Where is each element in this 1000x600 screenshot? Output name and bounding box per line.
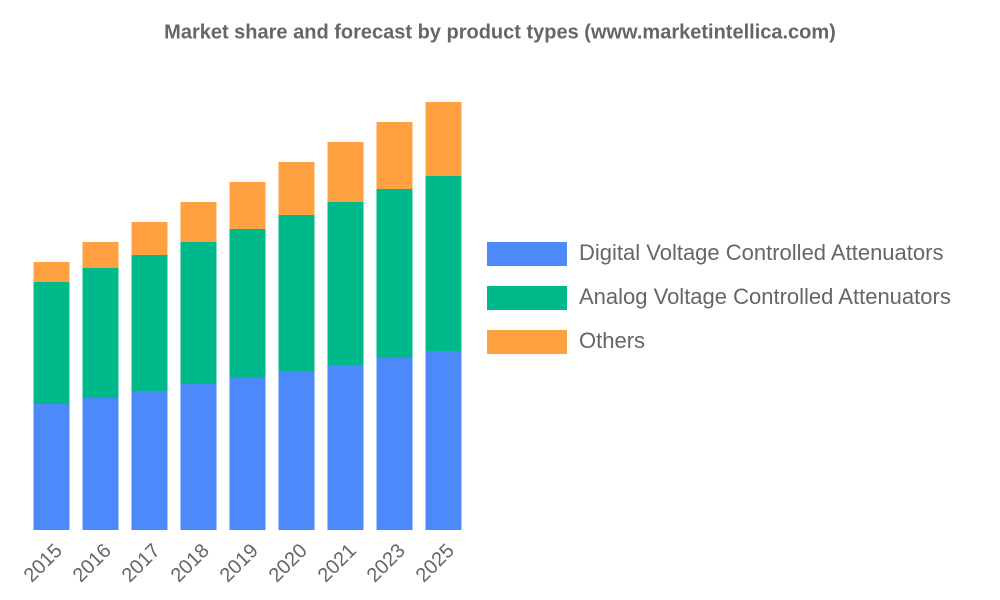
x-tick-label: 2019 bbox=[216, 540, 263, 587]
legend-swatch bbox=[487, 286, 567, 310]
bar-segment bbox=[425, 351, 462, 530]
bar-segment bbox=[82, 268, 119, 398]
bar-segment bbox=[82, 242, 119, 268]
legend-label: Analog Voltage Controlled Attenuators bbox=[579, 284, 951, 309]
bar-segment bbox=[131, 222, 168, 255]
legend-swatch bbox=[487, 330, 567, 354]
x-tick-label: 2025 bbox=[412, 540, 459, 587]
bar-segment bbox=[180, 384, 217, 530]
bar-segment bbox=[180, 242, 217, 384]
bar-segment bbox=[33, 282, 70, 404]
bar-segment bbox=[278, 215, 315, 371]
x-tick-label: 2015 bbox=[20, 540, 67, 587]
x-tick-label: 2016 bbox=[69, 540, 116, 587]
bar-segment bbox=[33, 262, 70, 282]
bar-segment bbox=[131, 255, 168, 391]
bar-segment bbox=[180, 202, 217, 242]
bar-segment bbox=[229, 229, 266, 378]
legend-label: Digital Voltage Controlled Attenuators bbox=[579, 240, 943, 265]
bar-segment bbox=[229, 182, 266, 229]
x-tick-label: 2021 bbox=[314, 540, 361, 587]
bar-segment bbox=[82, 398, 119, 530]
bar-segment bbox=[33, 404, 70, 530]
bar-segment bbox=[278, 371, 315, 530]
bar-segment bbox=[376, 122, 413, 189]
legend-swatch bbox=[487, 242, 567, 266]
x-tick-label: 2023 bbox=[363, 540, 410, 587]
bar-segment bbox=[376, 358, 413, 530]
bar-segment bbox=[425, 102, 462, 176]
bar-segment bbox=[278, 162, 315, 215]
bar-segment bbox=[327, 142, 364, 202]
x-tick-label: 2018 bbox=[167, 540, 214, 587]
bar-segment bbox=[229, 378, 266, 530]
bar-segment bbox=[425, 176, 462, 351]
legend-label: Others bbox=[579, 328, 645, 353]
bar-segment bbox=[376, 189, 413, 358]
x-tick-label: 2020 bbox=[265, 540, 312, 587]
x-tick-label: 2017 bbox=[118, 540, 165, 587]
chart-title: Market share and forecast by product typ… bbox=[164, 21, 836, 43]
bar-segment bbox=[327, 202, 364, 365]
bar-segment bbox=[327, 365, 364, 530]
bar-segment bbox=[131, 391, 168, 530]
